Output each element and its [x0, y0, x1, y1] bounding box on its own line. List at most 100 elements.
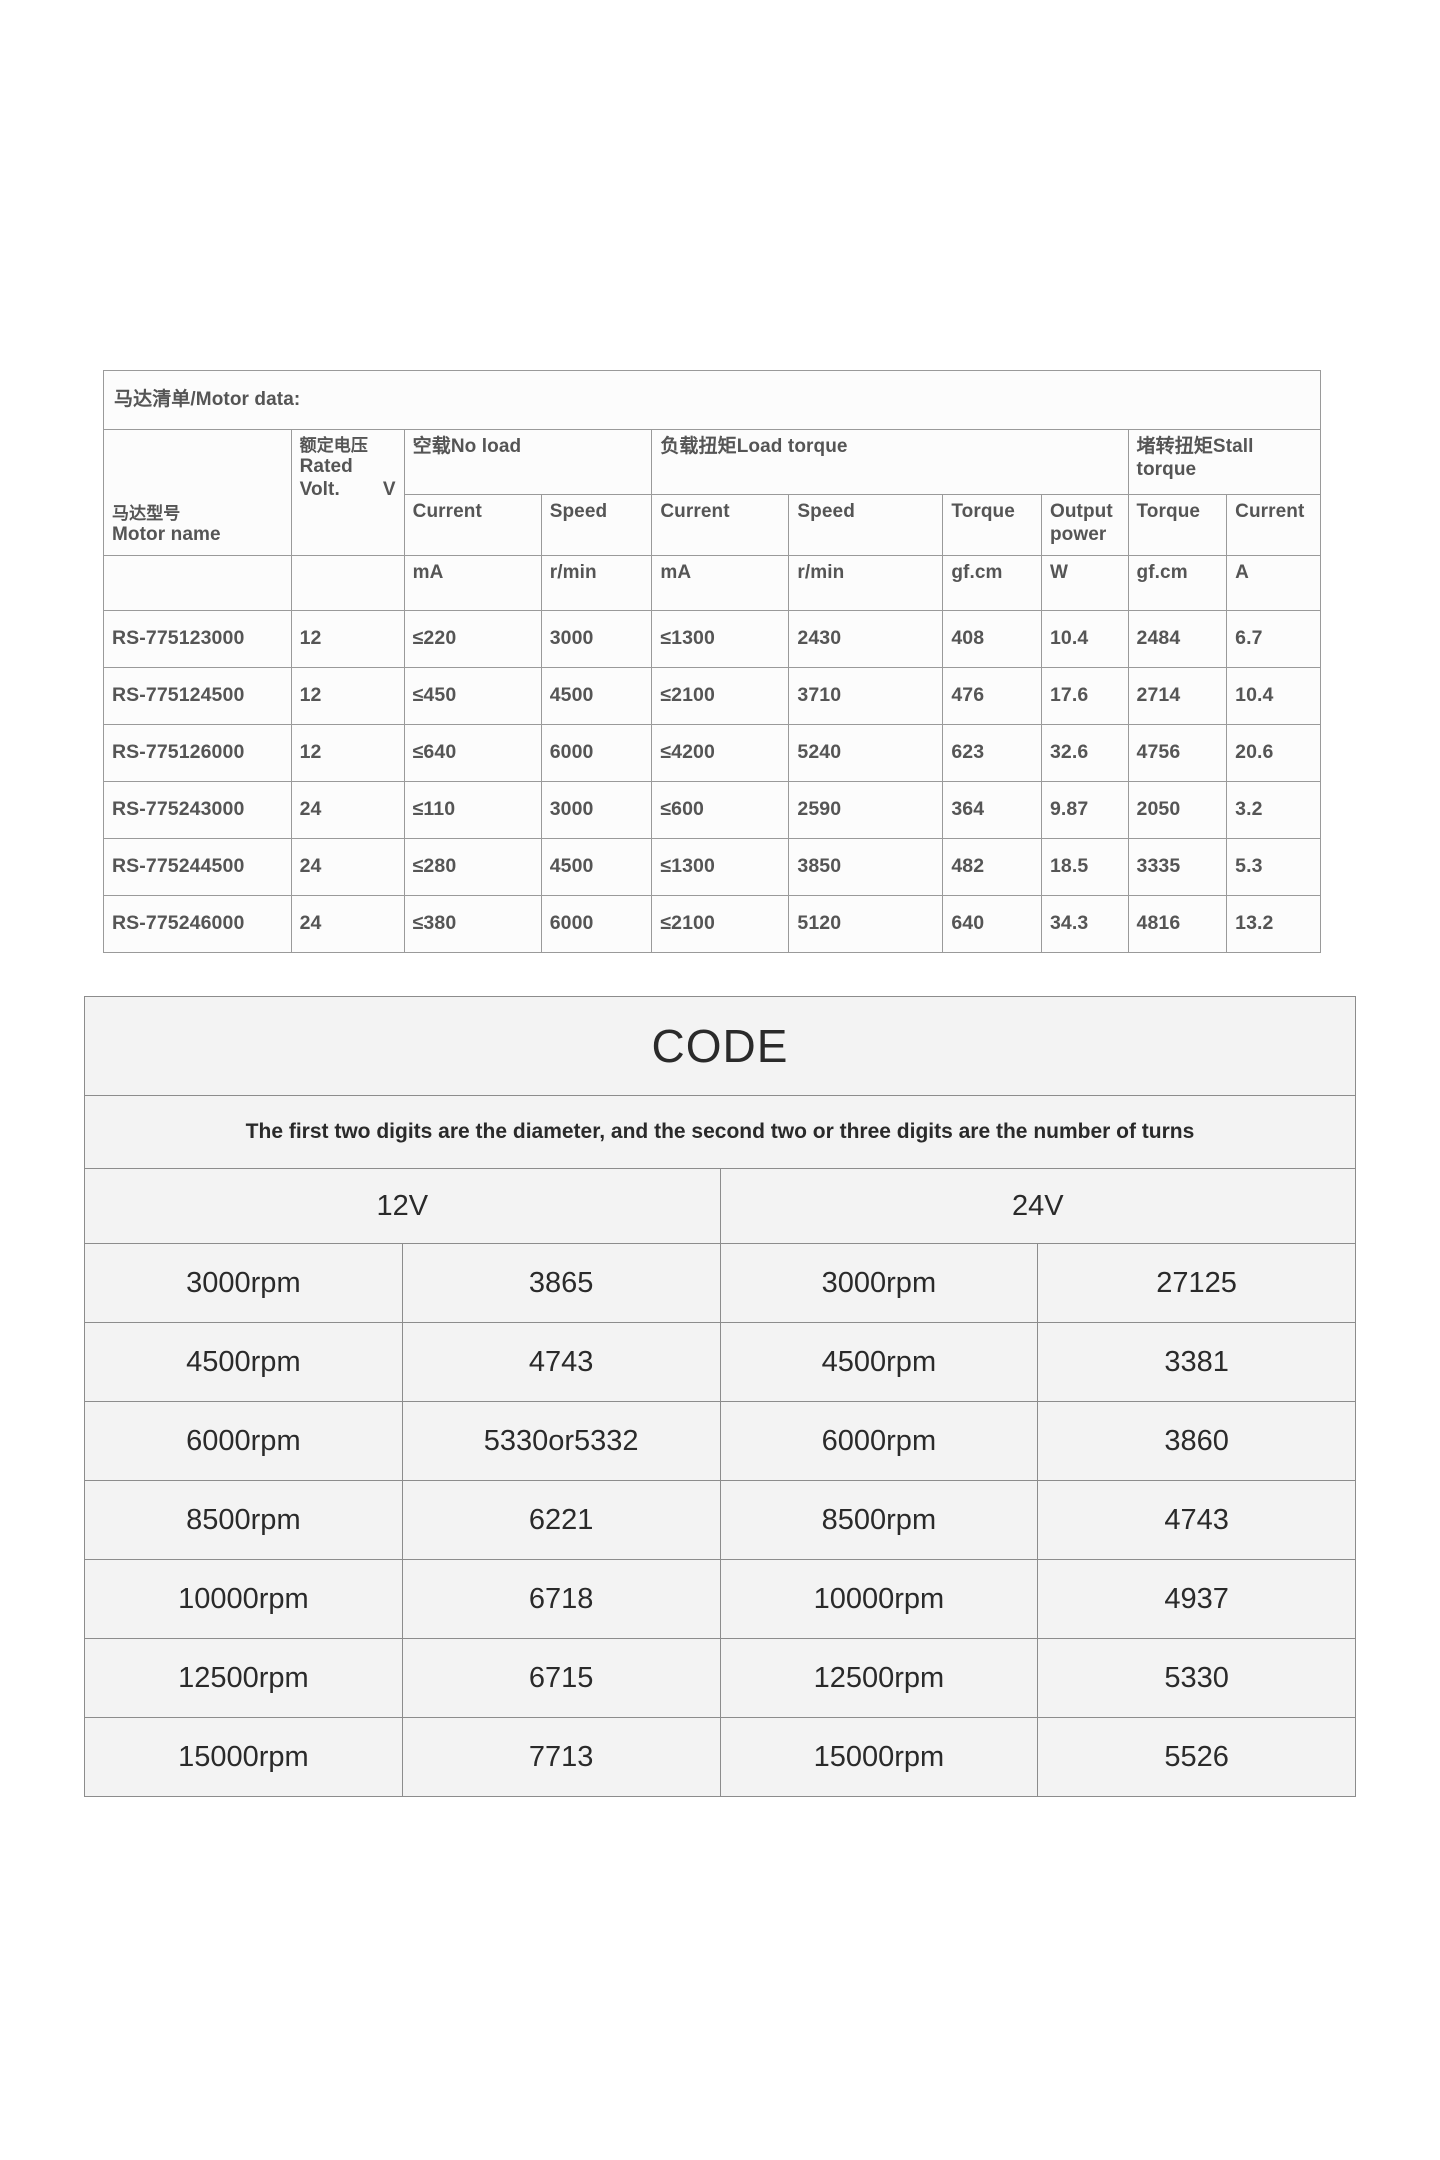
- group-header-no-load: 空载No load: [403, 429, 653, 495]
- table-row: RS-775124500 12 ≤450 4500 ≤2100 3710 476…: [103, 667, 1321, 725]
- code-title-row: CODE: [84, 996, 1356, 1096]
- code-voltage-header-row: 12V 24V: [84, 1168, 1356, 1244]
- group-header-row: 马达型号 Motor name 额定电压 Rated Volt. V 空载No …: [103, 429, 1322, 556]
- cell-code-24v: 5330: [1037, 1638, 1356, 1718]
- cell-rated-volt: 12: [290, 724, 405, 782]
- unit-output-power: W: [1040, 555, 1129, 611]
- code-header-12v: 12V: [84, 1168, 721, 1244]
- header-no-load-current: Current: [403, 494, 542, 556]
- cell-rpm-24v: 10000rpm: [719, 1559, 1039, 1639]
- cell-no-load-speed: 4500: [540, 838, 653, 896]
- table-row: 8500rpm 6221 8500rpm 4743: [84, 1480, 1356, 1560]
- cell-rpm-24v: 8500rpm: [719, 1480, 1039, 1560]
- header-output-power: Output power: [1040, 494, 1129, 556]
- cell-code-24v: 3860: [1037, 1401, 1356, 1481]
- cell-rpm-12v: 4500rpm: [84, 1322, 403, 1402]
- cell-motor-name: RS-775246000: [103, 895, 292, 953]
- cell-code-24v: 4743: [1037, 1480, 1356, 1560]
- cell-output-power: 17.6: [1040, 667, 1129, 725]
- cell-load-speed: 2430: [788, 610, 944, 668]
- unit-rated-volt-blank: [290, 555, 405, 611]
- cell-stall-current: 5.3: [1226, 838, 1321, 896]
- header-load-current: Current: [651, 494, 790, 556]
- header-motor-name-en: Motor name: [112, 524, 221, 546]
- cell-load-current: ≤2100: [651, 667, 790, 725]
- table-row: RS-775243000 24 ≤110 3000 ≤600 2590 364 …: [103, 781, 1321, 839]
- cell-code-24v: 4937: [1037, 1559, 1356, 1639]
- cell-stall-torque: 2050: [1127, 781, 1228, 839]
- cell-load-current: ≤600: [651, 781, 790, 839]
- code-subtitle: The first two digits are the diameter, a…: [84, 1095, 1356, 1169]
- unit-stall-torque: gf.cm: [1127, 555, 1228, 611]
- cell-code-24v: 5526: [1037, 1717, 1356, 1797]
- cell-no-load-speed: 3000: [540, 781, 653, 839]
- cell-no-load-speed: 6000: [540, 724, 653, 782]
- cell-motor-name: RS-775124500: [103, 667, 292, 725]
- table-row: 4500rpm 4743 4500rpm 3381: [84, 1322, 1356, 1402]
- cell-code-12v: 6718: [401, 1559, 721, 1639]
- cell-rpm-24v: 4500rpm: [719, 1322, 1039, 1402]
- table-caption-row: 马达清单/Motor data:: [103, 370, 1321, 430]
- cell-load-torque: 482: [942, 838, 1042, 896]
- cell-no-load-current: ≤640: [403, 724, 542, 782]
- cell-output-power: 10.4: [1040, 610, 1129, 668]
- cell-stall-current: 10.4: [1226, 667, 1321, 725]
- unit-load-torque: gf.cm: [942, 555, 1042, 611]
- table-row: RS-775244500 24 ≤280 4500 ≤1300 3850 482…: [103, 838, 1321, 896]
- cell-rpm-24v: 12500rpm: [719, 1638, 1039, 1718]
- cell-load-speed: 3710: [788, 667, 944, 725]
- header-motor-name-cn: 马达型号: [112, 503, 181, 523]
- unit-load-current: mA: [651, 555, 790, 611]
- table-row: 15000rpm 7713 15000rpm 5526: [84, 1717, 1356, 1797]
- units-row: mA r/min mA r/min gf.cm W gf.cm A: [103, 555, 1321, 611]
- table-row: RS-775246000 24 ≤380 6000 ≤2100 5120 640…: [103, 895, 1321, 953]
- cell-stall-torque: 4756: [1127, 724, 1228, 782]
- group-header-load-torque: 负载扭矩Load torque: [651, 429, 1129, 495]
- cell-load-torque: 640: [942, 895, 1042, 953]
- cell-load-current: ≤1300: [651, 838, 790, 896]
- cell-rated-volt: 12: [290, 610, 405, 668]
- header-no-load-speed: Speed: [540, 494, 653, 556]
- cell-code-24v: 27125: [1037, 1243, 1356, 1323]
- header-rated-volt-en2: Volt.: [299, 479, 340, 501]
- cell-rpm-12v: 3000rpm: [84, 1243, 403, 1323]
- cell-rated-volt: 24: [290, 781, 405, 839]
- unit-motor-name-blank: [103, 555, 292, 611]
- cell-motor-name: RS-775243000: [103, 781, 292, 839]
- cell-output-power: 18.5: [1040, 838, 1129, 896]
- cell-rpm-24v: 15000rpm: [719, 1717, 1039, 1797]
- cell-no-load-current: ≤220: [403, 610, 542, 668]
- cell-output-power: 34.3: [1040, 895, 1129, 953]
- cell-output-power: 9.87: [1040, 781, 1129, 839]
- cell-stall-torque: 2484: [1127, 610, 1228, 668]
- table-row: 10000rpm 6718 10000rpm 4937: [84, 1559, 1356, 1639]
- unit-no-load-speed: r/min: [540, 555, 653, 611]
- cell-stall-current: 20.6: [1226, 724, 1321, 782]
- cell-code-24v: 3381: [1037, 1322, 1356, 1402]
- cell-code-12v: 5330or5332: [401, 1401, 721, 1481]
- cell-no-load-speed: 4500: [540, 667, 653, 725]
- header-motor-name: 马达型号 Motor name: [103, 429, 292, 556]
- cell-rpm-12v: 15000rpm: [84, 1717, 403, 1797]
- table-row: RS-775126000 12 ≤640 6000 ≤4200 5240 623…: [103, 724, 1321, 782]
- cell-load-speed: 5120: [788, 895, 944, 953]
- cell-code-12v: 4743: [401, 1322, 721, 1402]
- cell-load-torque: 476: [942, 667, 1042, 725]
- code-header-24v: 24V: [719, 1168, 1356, 1244]
- cell-output-power: 32.6: [1040, 724, 1129, 782]
- cell-stall-torque: 3335: [1127, 838, 1228, 896]
- cell-no-load-speed: 3000: [540, 610, 653, 668]
- cell-stall-torque: 2714: [1127, 667, 1228, 725]
- cell-load-torque: 408: [942, 610, 1042, 668]
- header-stall-torque: Torque: [1127, 494, 1228, 556]
- header-rated-volt-en: Rated: [299, 456, 353, 478]
- cell-stall-current: 3.2: [1226, 781, 1321, 839]
- table-row: RS-775123000 12 ≤220 3000 ≤1300 2430 408…: [103, 610, 1321, 668]
- unit-load-speed: r/min: [788, 555, 944, 611]
- cell-rpm-12v: 10000rpm: [84, 1559, 403, 1639]
- code-title: CODE: [84, 996, 1356, 1096]
- cell-no-load-current: ≤110: [403, 781, 542, 839]
- cell-rated-volt: 24: [290, 895, 405, 953]
- cell-code-12v: 6221: [401, 1480, 721, 1560]
- unit-stall-current: A: [1226, 555, 1321, 611]
